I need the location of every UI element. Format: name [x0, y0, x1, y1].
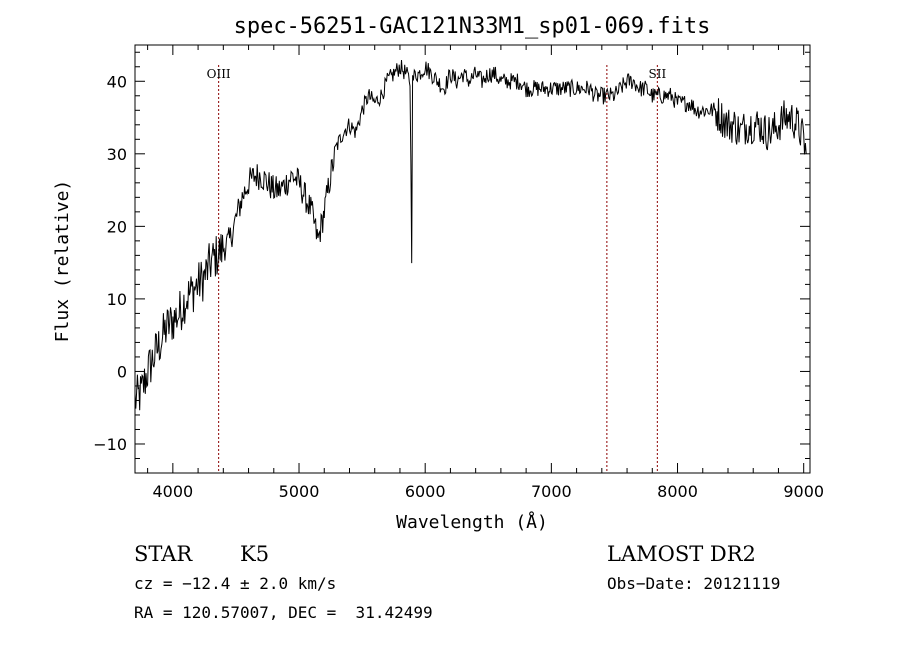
- y-tick-label: 10: [107, 290, 127, 309]
- spectrum-line: [134, 59, 807, 411]
- y-axis-label: Flux (relative): [52, 180, 73, 343]
- x-tick-label: 7000: [531, 482, 572, 501]
- x-axis-label: Wavelength (Å): [396, 511, 548, 533]
- x-tick-label: 8000: [657, 482, 698, 501]
- y-tick-label: 40: [107, 72, 127, 91]
- x-tick-label: 6000: [405, 482, 446, 501]
- spectral-line-label: SII: [648, 67, 666, 81]
- coordinates-text: RA = 120.57007, DEC = 31.42499: [134, 603, 433, 622]
- object-class: STAR: [134, 542, 193, 566]
- x-tick-label: 5000: [279, 482, 320, 501]
- y-tick-label: 20: [107, 217, 127, 236]
- obs-date-text: Obs−Date: 20121119: [607, 574, 780, 593]
- plot-frame: [134, 44, 811, 474]
- y-axis-ticks: −10 0 10 20 30 40: [93, 51, 810, 474]
- chart-title: spec-56251-GAC121N33M1_sp01-069.fits: [234, 14, 711, 39]
- x-axis-ticks: 4000 5000 6000 7000 8000 9000: [147, 45, 824, 501]
- y-tick-label: 30: [107, 145, 127, 164]
- velocity-text: cz = −12.4 ± 2.0 km/s: [134, 574, 336, 593]
- y-tick-label: 0: [117, 362, 127, 381]
- y-tick-label: −10: [93, 435, 127, 454]
- spectral-line-markers: OIII SII: [207, 65, 666, 473]
- spectral-line-label: OIII: [207, 67, 231, 81]
- x-tick-label: 4000: [152, 482, 193, 501]
- object-subclass: K5: [240, 542, 269, 566]
- x-tick-label: 9000: [783, 482, 824, 501]
- survey-label: LAMOST DR2: [607, 542, 756, 566]
